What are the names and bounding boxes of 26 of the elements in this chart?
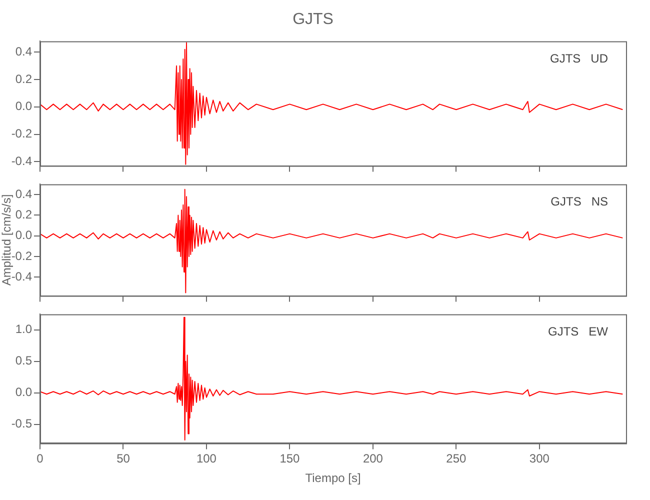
y-tick-label: -0.4 <box>11 154 32 168</box>
y-tick-label: 0.4 <box>15 186 32 201</box>
y-tick-label: 1.0 <box>15 322 32 336</box>
y-tick-label: -0.2 <box>11 126 32 141</box>
annotation: GJTS UD <box>550 52 608 66</box>
y-tick-label: 0.2 <box>15 72 32 86</box>
x-tick-label: 300 <box>529 452 550 466</box>
x-tick-label: 50 <box>116 452 130 466</box>
y-tick-label: 0.0 <box>15 228 32 242</box>
y-tick-label: -0.4 <box>11 270 32 284</box>
chart-title: GJTS <box>292 11 334 28</box>
x-axis-title: Tiempo [s] <box>305 471 361 486</box>
x-tick-label: 200 <box>362 452 384 466</box>
x-tick-label: 250 <box>446 452 467 466</box>
x-tick-label: 0 <box>36 452 44 466</box>
annotation: GJTS NS <box>550 194 608 209</box>
y-tick-label: 0.2 <box>15 208 32 222</box>
annotation: GJTS EW <box>548 324 609 339</box>
y-tick-label: 0.0 <box>15 385 32 400</box>
y-tick-label: 0.4 <box>15 44 32 58</box>
y-tick-label: 0.0 <box>15 99 32 114</box>
x-tick-label: 150 <box>280 452 300 466</box>
y-tick-label: -0.2 <box>11 248 32 263</box>
y-tick-label: -0.5 <box>11 416 32 431</box>
x-tick-label: 100 <box>196 452 217 466</box>
y-tick-label: 0.5 <box>15 354 32 368</box>
